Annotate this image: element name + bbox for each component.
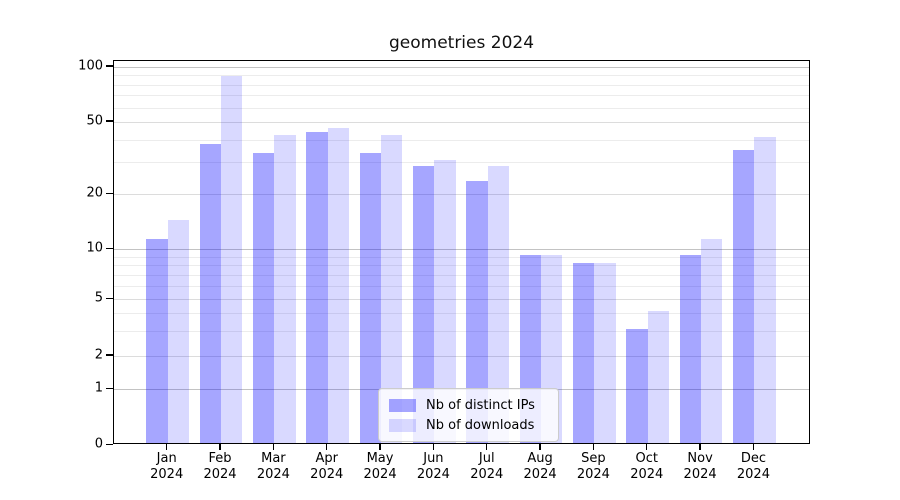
bar-nb-of-downloads-nov [701, 239, 723, 443]
minor-gridline [114, 286, 809, 288]
y-tick-mark [106, 354, 113, 356]
bar-nb-of-downloads-jan [167, 220, 190, 443]
y-tick-mark [106, 247, 113, 249]
x-tick-mark [272, 444, 275, 450]
legend-item-downloads: Nb of downloads [389, 415, 548, 435]
minor-gridline [114, 275, 809, 277]
x-tick-mark [486, 444, 488, 450]
bar-nb-of-distinct-ips-nov [679, 254, 702, 443]
bar-nb-of-distinct-ips-may [359, 152, 382, 443]
y-tick-label: 100 [78, 58, 103, 74]
minor-gridline [114, 84, 809, 86]
x-tick-label: Feb 2024 [203, 451, 237, 482]
bar-nb-of-downloads-jul [487, 165, 510, 443]
y-tick-label: 50 [86, 113, 103, 129]
y-tick-mark [106, 120, 113, 122]
major-gridline [114, 299, 809, 301]
y-tick-mark [106, 443, 113, 445]
x-tick-mark [592, 444, 595, 450]
bar-nb-of-downloads-may [381, 135, 403, 443]
x-tick-mark [752, 444, 755, 450]
bar-nb-of-downloads-dec [754, 137, 776, 443]
y-tick-mark [106, 65, 113, 67]
x-tick-label: Jul 2024 [470, 451, 504, 482]
y-tick-label: 20 [86, 185, 103, 201]
y-tick-label: 5 [94, 290, 103, 306]
major-gridline [114, 67, 809, 68]
bar-nb-of-downloads-jun [434, 160, 456, 443]
x-tick-label: Aug 2024 [523, 451, 557, 482]
bar-nb-of-distinct-ips-dec [733, 150, 755, 443]
minor-gridline [114, 330, 809, 332]
x-tick-label: Sep 2024 [576, 451, 610, 482]
x-tick-mark [326, 444, 328, 450]
x-tick-mark [432, 444, 435, 450]
major-gridline [114, 122, 809, 123]
y-tick-label: 0 [94, 436, 103, 452]
chart-title: geometries 2024 [388, 33, 535, 53]
x-tick-label: Dec 2024 [736, 451, 770, 482]
legend-swatch-downloads [389, 418, 416, 432]
legend-label-downloads: Nb of downloads [426, 417, 535, 433]
x-tick-mark [539, 444, 541, 450]
y-tick-mark [106, 387, 113, 389]
x-tick-label: Jun 2024 [416, 451, 450, 482]
bar-nb-of-downloads-mar [274, 135, 296, 443]
x-tick-mark [646, 444, 648, 450]
y-tick-label: 10 [86, 240, 103, 256]
x-tick-mark [166, 444, 168, 450]
bar-nb-of-distinct-ips-jul [466, 181, 488, 443]
bar-nb-of-distinct-ips-sep [573, 263, 595, 443]
x-tick-label: Apr 2024 [310, 451, 344, 482]
major-gridline [114, 356, 809, 357]
bar-nb-of-distinct-ips-jun [413, 165, 435, 443]
bar-nb-of-downloads-apr [327, 128, 350, 443]
y-tick-label: 1 [94, 380, 103, 396]
x-tick-label: Jan 2024 [150, 451, 184, 482]
minor-gridline [114, 75, 809, 77]
minor-gridline [114, 139, 809, 141]
minor-gridline [114, 256, 809, 258]
minor-gridline [114, 162, 809, 164]
x-tick-mark [379, 444, 381, 450]
major-gridline [114, 194, 809, 196]
bar-nb-of-distinct-ips-oct [626, 328, 648, 443]
bar-nb-of-distinct-ips-feb [199, 143, 222, 443]
minor-gridline [114, 265, 809, 267]
plot-area [113, 60, 810, 444]
x-tick-mark [699, 444, 701, 450]
bar-nb-of-downloads-oct [647, 310, 670, 443]
bar-nb-of-distinct-ips-mar [252, 152, 275, 443]
x-tick-label: Oct 2024 [630, 451, 664, 482]
y-tick-mark [106, 297, 113, 299]
x-tick-label: Nov 2024 [683, 451, 717, 482]
major-gridline [114, 249, 809, 251]
x-tick-label: May 2024 [363, 451, 397, 482]
bar-nb-of-downloads-feb [221, 75, 243, 443]
minor-gridline [114, 313, 809, 315]
legend-item-distinct-ips: Nb of distinct IPs [389, 395, 548, 415]
minor-gridline [114, 95, 809, 97]
bar-nb-of-distinct-ips-jan [146, 239, 168, 443]
legend: Nb of distinct IPs Nb of downloads [378, 388, 559, 442]
bar-nb-of-distinct-ips-apr [306, 131, 328, 443]
x-tick-label: Mar 2024 [256, 451, 290, 482]
minor-gridline [114, 107, 809, 109]
legend-label-distinct-ips: Nb of distinct IPs [426, 397, 535, 413]
y-tick-label: 2 [94, 347, 103, 363]
x-tick-mark [219, 444, 221, 450]
y-tick-mark [106, 192, 113, 195]
bar-nb-of-downloads-sep [594, 263, 616, 443]
legend-swatch-distinct-ips [389, 398, 416, 412]
